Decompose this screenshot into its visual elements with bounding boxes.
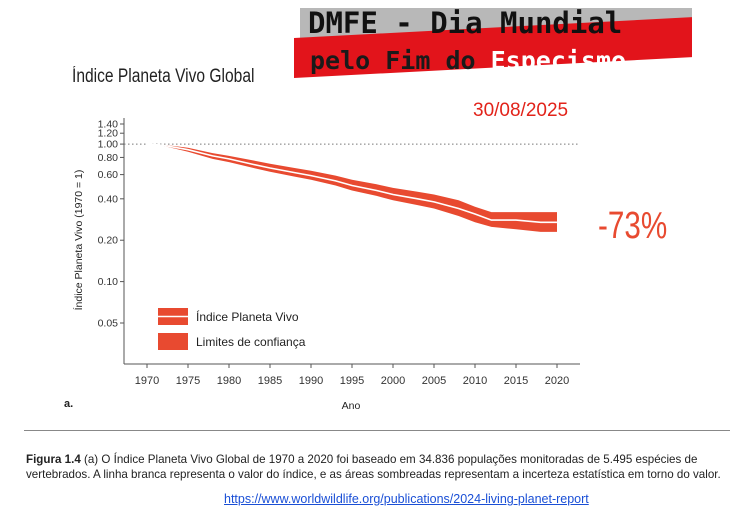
x-tick-label: 1970 (135, 375, 159, 387)
y-tick-label: 0.60 (98, 169, 119, 181)
y-tick-label: 0.40 (98, 193, 119, 205)
panel-letter: a. (64, 398, 74, 410)
legend-label-confidence: Limites de confiança (196, 335, 306, 349)
legend-label-index: Índice Planeta Vivo (196, 309, 299, 324)
caption-divider (24, 430, 730, 431)
banner-title-line2: pelo Fim do Especismo (310, 46, 626, 75)
y-tick-label: 0.10 (98, 276, 119, 288)
x-tick-label: 1985 (258, 375, 282, 387)
y-tick-label: 1.20 (98, 128, 119, 140)
figure-caption: Figura 1.4 (a) O Índice Planeta Vivo Glo… (26, 452, 726, 482)
event-date: 30/08/2025 (473, 100, 569, 121)
confidence-band (147, 144, 557, 232)
banner-line2-highlight: Especismo (490, 46, 627, 75)
x-tick-label: 1975 (176, 375, 200, 387)
figure-caption-text: (a) O Índice Planeta Vivo Global de 1970… (26, 453, 721, 481)
x-tick-label: 2015 (504, 375, 528, 387)
x-tick-label: 1980 (217, 375, 241, 387)
y-axis-label: Índice Planeta Vivo (1970 = 1) (72, 170, 85, 311)
y-tick-label: 1.00 (98, 139, 119, 151)
x-tick-label: 2000 (381, 375, 405, 387)
x-tick-label: 2020 (545, 375, 569, 387)
decline-percent: -73% (598, 205, 668, 247)
banner-line2-prefix: pelo Fim do (310, 46, 491, 75)
legend-swatch-confidence (158, 333, 188, 350)
x-tick-label: 2005 (422, 375, 446, 387)
chart-title: Índice Planeta Vivo Global (72, 66, 255, 87)
y-tick-label: 0.05 (98, 318, 119, 330)
y-tick-label: 1.40 (98, 119, 119, 131)
x-tick-label: 1990 (299, 375, 323, 387)
figure-label: Figura 1.4 (26, 453, 81, 466)
y-tick-label: 0.20 (98, 235, 119, 247)
source-link[interactable]: https://www.worldwildlife.org/publicatio… (224, 492, 589, 506)
x-tick-label: 1995 (340, 375, 364, 387)
x-axis-label: Ano (342, 400, 361, 412)
banner-title-line1: DMFE - Dia Mundial (308, 6, 623, 40)
x-tick-label: 2010 (463, 375, 487, 387)
y-tick-label: 0.80 (98, 152, 119, 164)
index-line (146, 143, 557, 224)
